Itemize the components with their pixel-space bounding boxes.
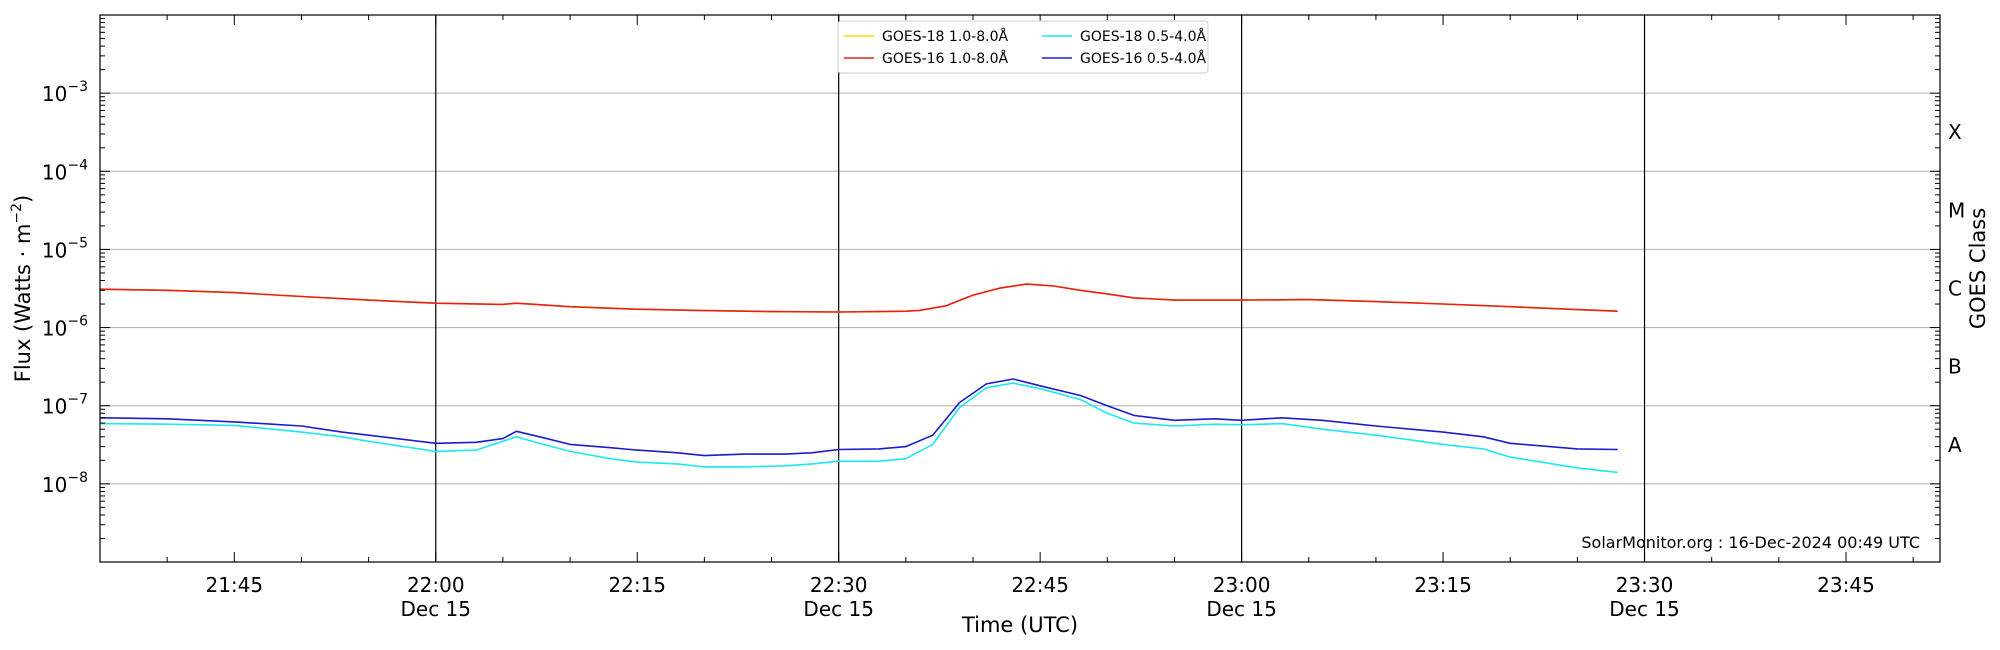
legend-label: GOES-18 1.0-8.0Å	[882, 28, 1008, 45]
right-axis-title: GOES Class	[1966, 208, 1990, 329]
goes-class-m: M	[1948, 198, 1965, 222]
legend-entry-2: GOES-18 0.5-4.0Å	[1042, 28, 1206, 45]
goes-class-labels: A B C M X	[1948, 120, 1965, 457]
axis-ticks	[99, 15, 1940, 563]
y-tick-label: 10−3	[42, 79, 88, 106]
y-tick-label: 10−6	[42, 314, 88, 341]
x-tick-label: 23:00	[1213, 573, 1271, 597]
x-tick-label: 22:30	[810, 573, 868, 597]
legend-entry-0: GOES-18 1.0-8.0Å	[844, 28, 1008, 45]
credit-text: SolarMonitor.org : 16-Dec-2024 00:49 UTC	[1581, 533, 1920, 552]
y-tick-label: 10−5	[42, 235, 88, 262]
x-tick-date: Dec 15	[803, 597, 874, 621]
x-tick-label: 23:15	[1414, 573, 1472, 597]
x-tick-label: 21:45	[205, 573, 263, 597]
legend-entry-1: GOES-16 1.0-8.0Å	[844, 50, 1008, 67]
goes-class-b: B	[1948, 355, 1962, 379]
series-line-2	[99, 382, 1618, 474]
series-line-3	[99, 378, 1618, 457]
legend-box	[837, 20, 1209, 74]
x-axis-title: Time (UTC)	[961, 613, 1078, 637]
goes-class-a: A	[1948, 433, 1962, 457]
legend-label: GOES-16 1.0-8.0Å	[882, 50, 1008, 67]
grid-lines	[100, 92, 1940, 485]
series-lines	[99, 283, 1618, 474]
plot-frame	[99, 14, 1941, 563]
x-tick-label: 23:30	[1616, 573, 1674, 597]
x-tick-label: 23:45	[1817, 573, 1875, 597]
x-tick-date: Dec 15	[1206, 597, 1277, 621]
y-axis-title: Flux (Watts · m−2)	[9, 195, 35, 383]
legend: GOES-18 1.0-8.0Å GOES-16 1.0-8.0Å GOES-18 …	[837, 20, 1209, 74]
legend-label: GOES-18 0.5-4.0Å	[1080, 28, 1206, 45]
x-tick-label: 22:45	[1011, 573, 1069, 597]
y-tick-label: 10−7	[42, 392, 88, 419]
x-tick-date: Dec 15	[401, 597, 472, 621]
x-tick-label: 22:15	[608, 573, 666, 597]
y-tick-label: 10−8	[42, 470, 88, 497]
y-tick-labels: 10−8 10−7 10−6 10−5 10−4 10−3	[42, 79, 88, 497]
legend-entry-3: GOES-16 0.5-4.0Å	[1042, 50, 1206, 67]
x-tick-date: Dec 15	[1609, 597, 1680, 621]
legend-label: GOES-16 0.5-4.0Å	[1080, 50, 1206, 67]
y-tick-label: 10−4	[42, 157, 88, 184]
date-boundary-lines	[435, 15, 1646, 562]
goes-class-x: X	[1948, 120, 1962, 144]
goes-class-c: C	[1948, 277, 1962, 301]
x-tick-label: 22:00	[407, 573, 465, 597]
series-line-1	[99, 283, 1618, 313]
